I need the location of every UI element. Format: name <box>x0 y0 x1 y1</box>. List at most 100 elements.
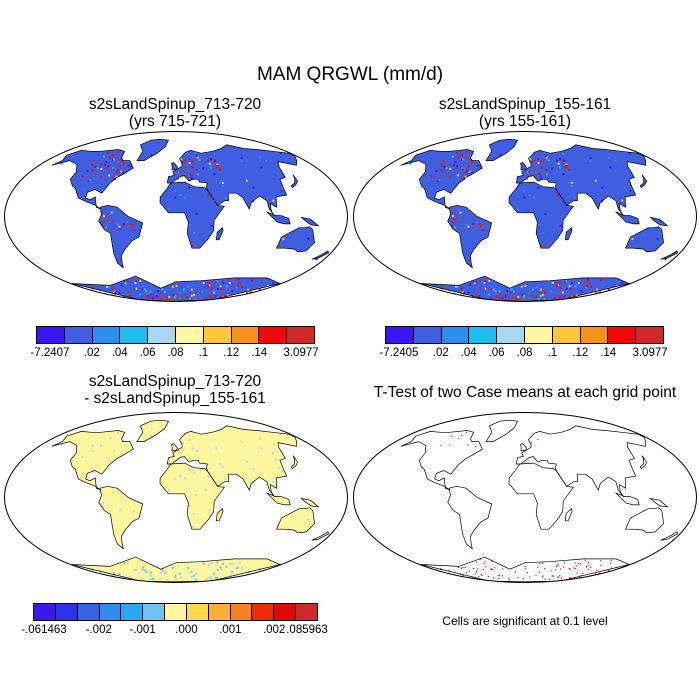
coastline-south-america <box>98 204 144 269</box>
colorbar-tick-label: -.002 <box>85 624 112 636</box>
land-eurasia <box>516 144 646 216</box>
colorbar-swatch <box>203 327 232 343</box>
land-greenland <box>137 139 169 161</box>
map-border <box>4 131 348 302</box>
colorbar-tick-label: .08 <box>516 347 533 359</box>
coastline-south-america <box>447 485 493 550</box>
land-new-guinea <box>301 498 319 507</box>
coastline-eurasia <box>515 144 647 216</box>
colorbar-tick-label: .12 <box>223 347 240 359</box>
colorbar-swatch <box>121 604 144 620</box>
land-eurasia <box>167 144 297 216</box>
colorbar-tick-label: .1 <box>547 347 558 359</box>
land-south-america <box>98 205 143 268</box>
land-new-guinea <box>650 498 667 506</box>
colorbar-tick-label: -.061463 <box>21 624 67 636</box>
colorbar-swatch <box>441 327 470 343</box>
colorbar-swatch <box>259 327 288 343</box>
land-north-america <box>51 430 134 491</box>
panel-title-bottom-left: s2sLandSpinup_713-720 - s2sLandSpinup_15… <box>2 373 348 407</box>
land-antarctica <box>71 557 281 582</box>
land-madagascar <box>565 227 573 240</box>
colorbar-tick-label: .14 <box>251 347 268 359</box>
coastline-new-zealand <box>311 250 330 260</box>
colorbar-tick-label: .002 <box>262 624 286 636</box>
map-top-left <box>4 131 348 302</box>
land-uk <box>171 162 178 170</box>
colorbar-swatch <box>497 327 525 343</box>
land-south-america <box>98 486 143 549</box>
coastline-new-zealand <box>311 531 330 541</box>
colorbar-tick-label: 3.0977 <box>632 347 668 359</box>
map-border <box>353 131 697 302</box>
land-uk <box>171 443 178 451</box>
colorbar-swatch <box>99 604 122 620</box>
land-australia <box>625 226 664 252</box>
coastline-madagascar <box>564 508 573 522</box>
land-australia <box>276 226 315 252</box>
coastline-north-america <box>400 149 483 210</box>
land-new-guinea <box>650 217 668 226</box>
land-eurasia <box>516 426 645 497</box>
figure-title: MAM QRGWL (mm/d) <box>256 64 444 85</box>
land-africa <box>160 182 225 249</box>
colorbar-tick-label: -7.2407 <box>30 347 70 359</box>
colorbar-swatch <box>252 604 275 620</box>
colorbar-tick-label: .1 <box>198 347 209 359</box>
land-indonesia <box>615 211 640 224</box>
land-indonesia <box>266 492 291 505</box>
panel-title-top-left-line1: s2sLandSpinup_713-720 <box>88 96 262 113</box>
coastline-africa <box>159 462 225 530</box>
colorbar-swatch <box>296 604 317 620</box>
coastline-new-guinea <box>649 217 669 227</box>
coastline-indonesia <box>615 211 640 225</box>
map-bottom-right <box>353 412 697 583</box>
land-south-america <box>448 486 492 548</box>
coastline-australia <box>275 226 315 253</box>
colorbar-swatch <box>186 604 209 620</box>
colorbar-swatch <box>120 327 149 343</box>
panel-title-bottom-right-line1: T-Test of two Case means at each grid po… <box>373 384 677 401</box>
map-top-right <box>353 131 697 302</box>
coastline-new-guinea <box>300 498 320 508</box>
coastline-north-america <box>51 149 134 210</box>
colorbar-swatch <box>165 604 187 620</box>
land-africa <box>509 182 574 249</box>
colorbar-tick-label: .085963 <box>286 624 328 636</box>
coastline-japan <box>639 455 648 470</box>
coastline-uk <box>171 443 178 452</box>
coastline-eurasia <box>166 144 298 216</box>
coastline-greenland <box>485 138 519 161</box>
coastline-indonesia <box>266 211 291 225</box>
coastline-south-america <box>98 485 144 550</box>
land-greenland <box>486 420 518 441</box>
coastline-australia <box>624 226 664 253</box>
colorbar-tick-label: .14 <box>600 347 617 359</box>
colorbar-swatch <box>92 327 121 343</box>
coastline-south-america <box>447 204 493 269</box>
colorbar-tick-label: .04 <box>460 347 477 359</box>
coastline-new-guinea <box>300 217 320 227</box>
map-bottom-left <box>4 412 348 583</box>
coastline-greenland <box>485 419 519 442</box>
land-north-america <box>400 149 483 210</box>
colorbar-tick-label: .02 <box>432 347 449 359</box>
coastline-madagascar <box>564 227 573 241</box>
colorbar-swatch <box>208 604 231 620</box>
coastline-indonesia <box>615 492 640 506</box>
land-north-america <box>51 149 134 210</box>
land-africa <box>509 463 573 529</box>
coastline-greenland <box>136 419 170 442</box>
panel-title-top-left-line2: (yrs 715-721) <box>128 113 222 130</box>
land-eurasia <box>167 425 297 497</box>
colorbar-swatch <box>552 327 581 343</box>
coastline-japan <box>290 455 299 470</box>
colorbar-swatch <box>77 604 100 620</box>
colorbar-swatch <box>386 327 414 343</box>
colorbar-tick-label: .06 <box>139 347 156 359</box>
land-indonesia <box>266 211 291 224</box>
panel-title-top-right-line1: s2sLandSpinup_155-161 <box>438 96 612 113</box>
coastline-japan <box>639 174 648 189</box>
map-border <box>353 412 697 583</box>
map-border <box>4 412 348 583</box>
